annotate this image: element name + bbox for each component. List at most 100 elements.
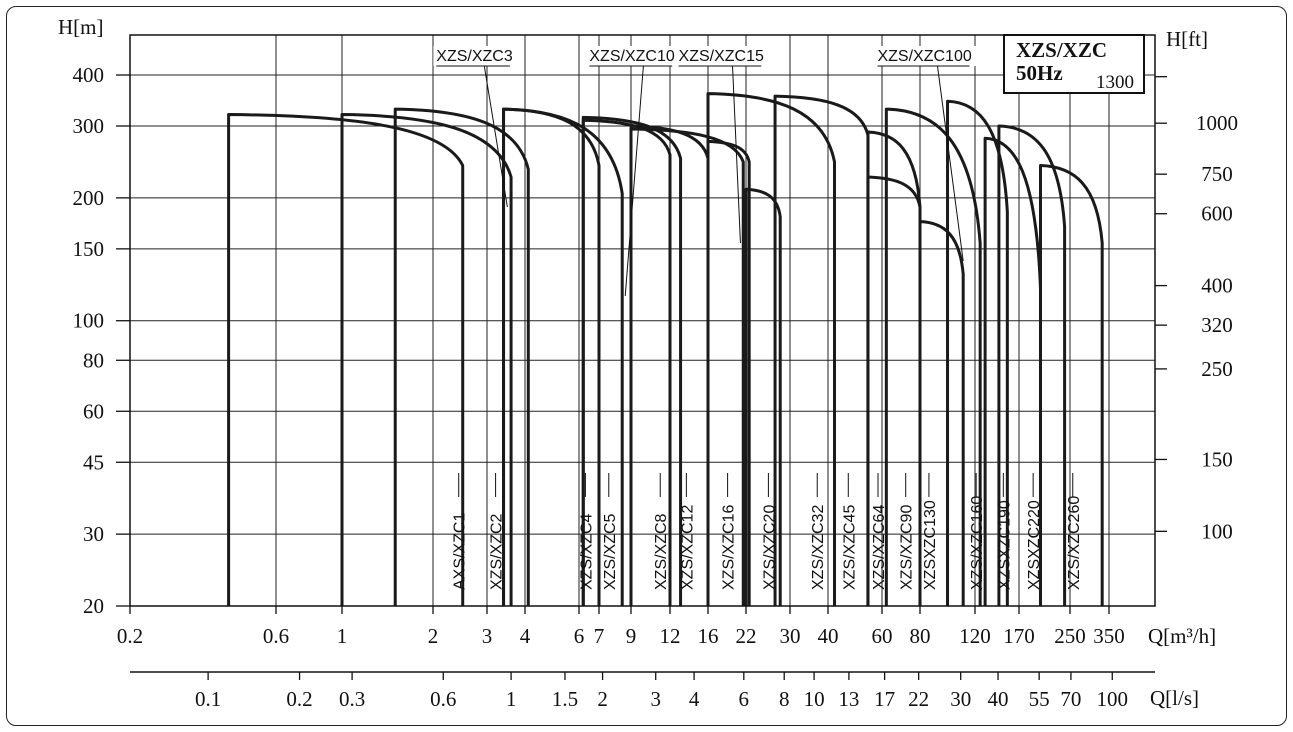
model-label: XZS/XZC8 [653,513,670,590]
pump-curve [340,113,513,606]
model-label: XZS/XZC32 [810,505,827,590]
pump-curve [393,107,530,606]
y2-tick-label: 1000 [1196,111,1238,135]
x-tick-label: 16 [698,624,719,648]
x-axis-label: Q[m³/h] [1148,624,1216,648]
x2-tick-label: 13 [838,687,859,711]
y2-tick-label: 150 [1201,447,1233,471]
x-tick-label: 3 [482,624,493,648]
x2-tick-label: 55 [1029,687,1050,711]
x-tick-label: 6 [574,624,585,648]
x2-tick-label: 1.5 [552,687,578,711]
model-label: XZS/XZC12 [679,505,696,590]
title-box: XZS/XZC 50Hz 1300 [1003,34,1145,94]
pump-curve [744,187,782,606]
chart-frame [6,6,1287,726]
label-leader [936,65,964,262]
model-label: XZS/XZC5 [602,513,619,590]
x-tick-label: 250 [1054,624,1086,648]
y-tick-label: 300 [73,114,105,138]
x2-axis-label: Q[l/s] [1150,686,1199,710]
pump-curve [866,175,922,606]
x-tick-label: 2 [428,624,439,648]
y-tick-label: 150 [73,237,105,261]
label-bg [586,46,679,66]
x2-tick-label: 1 [506,687,517,711]
chart-subtitle: 50Hz [1016,61,1063,85]
model-label: XZS/XZC20 [761,505,778,590]
axes: 0.2 0.6 1 2 3 4 6 7 9 12 16 22 30 40 60 80 120 170 250 3504… [73,34,1238,711]
pump-curve [946,99,1009,606]
chart-title: XZS/XZC [1016,38,1107,62]
model-label: XZS/XZC45 [841,505,858,590]
label-leader [732,65,741,244]
y2-axis-label: H[ft] [1166,27,1208,51]
pump-curve [997,124,1067,606]
x-tick-label: 12 [660,624,681,648]
y2-tick-label: 600 [1201,202,1233,226]
x-tick-label: 4 [520,624,531,648]
model-label: XZS/XZC160 [969,496,986,590]
pump-curve [706,92,836,606]
x-tick-label: 9 [626,624,637,648]
pump-curve [1038,164,1104,606]
y2-tick-label: 320 [1201,313,1233,337]
x-tick-label: 60 [872,624,893,648]
label-leader [624,65,644,296]
x2-tick-label: 30 [950,687,971,711]
pump-curve [227,113,465,606]
x-tick-label: 0.2 [117,624,143,648]
y2-tick-label: 250 [1201,357,1233,381]
model-label: XZS/XZC64 [871,505,888,590]
model-label: XZSXZC130 [922,500,939,590]
model-label: XZS/XZC90 [899,505,916,590]
y-tick-label: 400 [73,63,105,87]
model-label: XZS/XZC4 [578,513,595,590]
y-tick-label: 60 [83,399,104,423]
x-tick-label: 1 [337,624,348,648]
y-axis-label: H[m] [58,15,104,39]
y2-tick-label: 750 [1201,162,1233,186]
y-tick-label: 100 [73,309,105,333]
model-label: XZS/XZC10 [589,48,674,65]
x-tick-label: 350 [1093,624,1125,648]
y2-tick-label: 400 [1201,274,1233,298]
label-bg [874,46,977,66]
model-label: XZS/XZC260 [1066,496,1083,590]
model-label: XZS/XZC16 [721,505,738,590]
y-tick-label: 30 [83,522,104,546]
label-bg [675,46,768,66]
x2-tick-label: 0.2 [286,687,312,711]
label-bg [433,46,517,66]
x-tick-label: 30 [780,624,801,648]
model-labels: AXS/XZC1 XZS/XZC2 XZS/XZC4 XZS/XZC5 XZS/XZC8… [433,46,1083,590]
model-label: XZS/XZC15 [679,48,764,65]
x2-tick-label: 2 [597,687,608,711]
pump-curve [884,107,982,606]
x2-tick-label: 40 [988,687,1009,711]
pump-curve [918,220,965,606]
x-tick-label: 120 [959,624,991,648]
y-tick-label: 45 [83,450,104,474]
x2-tick-label: 100 [1097,687,1129,711]
label-leader [483,65,508,208]
model-label: XZS/XZC3 [436,48,513,65]
x2-tick-label: 3 [650,687,661,711]
model-label: AXS/XZC1 [452,513,469,590]
pump-curve [773,94,870,606]
x-tick-label: 80 [910,624,931,648]
x-tick-label: 7 [594,624,605,648]
x2-tick-label: 4 [689,687,700,711]
x2-tick-label: 22 [908,687,929,711]
x2-tick-label: 0.6 [430,687,456,711]
x-tick-label: 0.6 [263,624,289,648]
x2-tick-label: 6 [739,687,750,711]
x2-tick-label: 17 [874,687,895,711]
box-note: 1300 [1096,72,1134,93]
x-tick-label: 22 [736,624,757,648]
y-tick-label: 80 [83,348,104,372]
model-label: XZSXZC190 [996,500,1013,590]
model-label: XZS/XZC2 [489,513,506,590]
x2-tick-label: 0.1 [195,687,221,711]
